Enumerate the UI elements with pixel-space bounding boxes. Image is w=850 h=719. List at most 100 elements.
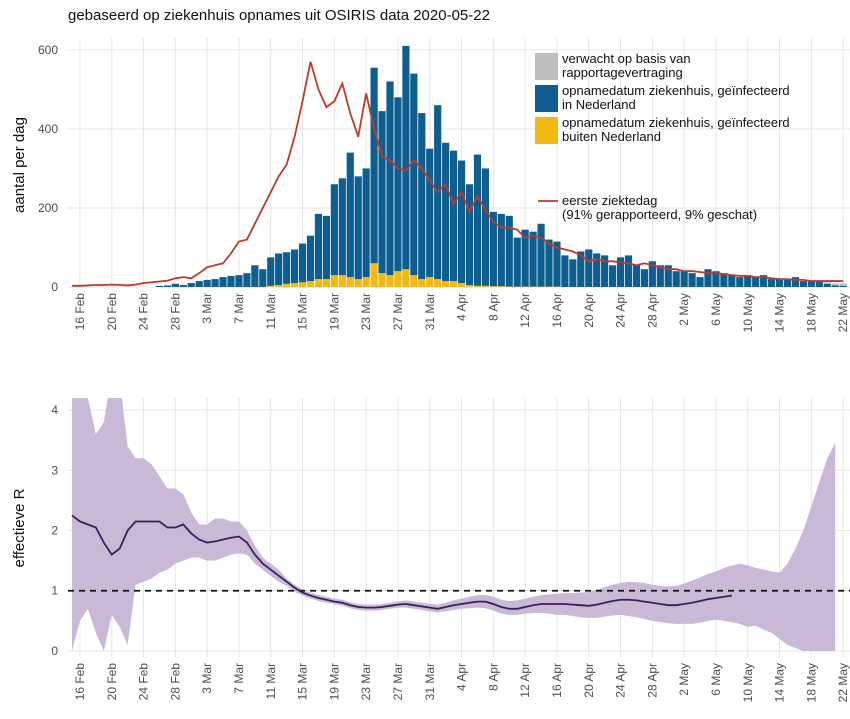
- bar: [831, 283, 839, 286]
- bar: [505, 215, 513, 287]
- bar: [450, 281, 458, 287]
- x-tick-label: 11 Mar: [264, 663, 278, 699]
- bar: [155, 285, 164, 287]
- bar: [314, 213, 323, 280]
- legend-swatch: [535, 117, 558, 144]
- bar: [346, 152, 354, 278]
- y-tick-label: 0: [51, 644, 58, 658]
- bar: [616, 257, 625, 287]
- x-tick-label: 7 Mar: [232, 293, 246, 324]
- plot-area: [68, 398, 850, 651]
- bar: [593, 253, 601, 287]
- bar: [402, 269, 410, 287]
- bar: [442, 142, 450, 282]
- bar: [473, 285, 482, 287]
- bar: [553, 241, 561, 287]
- y-tick-label: 1: [51, 584, 58, 598]
- x-tick-label: 22 May: [836, 663, 850, 702]
- bar: [736, 277, 744, 287]
- x-tick-label: 16 Apr: [550, 663, 564, 698]
- bar: [656, 265, 664, 287]
- bar: [465, 184, 474, 286]
- bar: [330, 275, 338, 287]
- bar: [585, 249, 593, 287]
- x-tick-label: 31 Mar: [423, 663, 437, 700]
- bar: [386, 81, 394, 276]
- x-tick-label: 3 Mar: [200, 663, 214, 694]
- x-tick-label: 27 Mar: [391, 293, 405, 330]
- bar: [227, 275, 235, 287]
- y-axis-label: aantal per dag: [11, 117, 28, 213]
- line: [71, 514, 732, 610]
- bar: [362, 168, 370, 278]
- bar: [267, 285, 275, 287]
- legend-label: verwacht op basis van rapportagevertragi…: [562, 51, 691, 80]
- bar: [354, 176, 362, 280]
- bar: [783, 279, 792, 287]
- x-tick-label: 4 Apr: [455, 293, 469, 321]
- bar: [696, 277, 704, 287]
- bar: [211, 279, 219, 287]
- x-tick-label: 14 May: [773, 663, 787, 702]
- bar: [394, 97, 402, 272]
- bar: [330, 184, 338, 276]
- bar: [235, 275, 243, 287]
- x-tick-label: 24 Apr: [614, 293, 628, 328]
- x-tick-label: 10 May: [741, 293, 755, 332]
- bar: [386, 275, 394, 287]
- bar: [322, 215, 330, 280]
- bar: [283, 252, 291, 284]
- bar: [791, 277, 800, 287]
- bar: [298, 243, 307, 283]
- bar: [624, 255, 633, 287]
- bar: [426, 277, 434, 287]
- bar: [529, 231, 537, 287]
- x-tick-label: 10 May: [741, 663, 755, 702]
- x-tick-label: 6 May: [709, 663, 723, 696]
- x-tick-label: 12 Apr: [518, 663, 532, 698]
- bar: [815, 281, 823, 287]
- legend-swatch: [535, 53, 558, 80]
- bar: [680, 271, 688, 287]
- bar: [243, 273, 251, 287]
- bar: [322, 279, 330, 287]
- x-tick-label: 19 Mar: [327, 293, 341, 330]
- bar: [704, 269, 712, 287]
- bar: [457, 283, 466, 287]
- bar: [219, 277, 227, 287]
- x-tick-label: 28 Apr: [645, 663, 659, 698]
- x-tick-label: 7 Mar: [232, 663, 246, 694]
- y-tick-label: 3: [51, 463, 58, 477]
- bar: [640, 269, 648, 287]
- line: [72, 61, 844, 287]
- bar: [418, 113, 426, 280]
- bar: [283, 283, 291, 287]
- bar: [378, 273, 386, 287]
- bar: [298, 282, 307, 287]
- y-axis-label: effectieve R: [11, 488, 28, 567]
- y-tick-label: 4: [51, 403, 58, 417]
- bar: [831, 285, 839, 287]
- bar: [457, 160, 466, 284]
- bar: [275, 253, 283, 286]
- bar: [807, 281, 815, 287]
- bar: [354, 279, 362, 287]
- bar: [187, 283, 195, 287]
- bar: [569, 259, 577, 287]
- bar: [179, 285, 187, 287]
- x-tick-label: 24 Apr: [614, 663, 628, 698]
- bar: [632, 265, 641, 287]
- x-tick-label: 19 Mar: [327, 663, 341, 700]
- x-tick-label: 31 Mar: [423, 293, 437, 330]
- bar: [410, 73, 418, 276]
- bar: [720, 273, 728, 287]
- legend-label: eerste ziektedag (91% gerapporteerd, 9% …: [562, 193, 758, 222]
- bar: [839, 285, 847, 287]
- x-tick-label: 24 Feb: [137, 293, 151, 331]
- bar: [394, 271, 402, 287]
- bar: [171, 283, 179, 287]
- x-tick-label: 20 Feb: [105, 663, 119, 701]
- x-tick-label: 11 Mar: [264, 293, 278, 329]
